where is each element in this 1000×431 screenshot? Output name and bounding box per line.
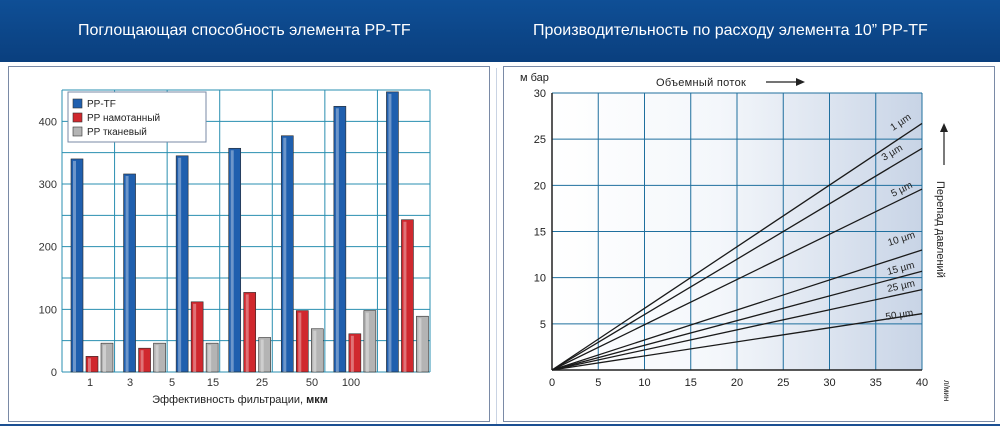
bar-highlight	[403, 221, 407, 372]
bar-highlight	[313, 330, 317, 372]
right-chart-title: Производительность по расходу элемента 1…	[533, 22, 928, 39]
x-axis-label: Эффективность фильтрации, мкм	[152, 394, 328, 406]
bar-pp-тканевый	[363, 310, 377, 373]
bar-pp-tf	[123, 173, 136, 373]
bar-pp-тканевый	[310, 328, 324, 373]
bar-pp-tf	[386, 91, 399, 373]
legend-label: PP намотанный	[87, 113, 160, 124]
bar-highlight	[140, 350, 144, 372]
x-axis-label-unit: мкм	[306, 394, 328, 406]
bar-highlight	[260, 339, 264, 372]
bar-highlight	[388, 93, 392, 372]
legend-swatch	[72, 112, 83, 123]
x-axis-label-main: Эффективность фильтрации,	[152, 394, 306, 406]
bar-pp-намотанный	[348, 333, 362, 373]
bar-pp-намотанный	[85, 356, 99, 373]
bottom-rule	[0, 424, 1000, 426]
bar-highlight	[208, 345, 212, 372]
bar-highlight	[178, 157, 182, 372]
bar-highlight	[230, 150, 234, 372]
bar-highlight	[283, 137, 287, 372]
legend-label: PP-TF	[87, 99, 116, 110]
x-tick-label: 1	[87, 377, 93, 389]
flow-chart-frame	[503, 66, 995, 422]
bar-highlight	[193, 303, 197, 372]
x-tick-label: 15	[207, 377, 219, 389]
y-tick-label: 300	[39, 179, 57, 191]
bar-highlight	[125, 175, 129, 372]
bar-pp-tf	[70, 158, 84, 373]
bar-highlight	[365, 312, 369, 372]
bar-highlight	[245, 294, 249, 372]
x-tick-label: 100	[342, 377, 360, 389]
bar-highlight	[418, 318, 422, 372]
left-chart-title: Поглощающая способность элемента PP-TF	[78, 22, 411, 39]
panel-divider	[496, 68, 497, 424]
bar-pp-тканевый	[205, 342, 219, 373]
bar-pp-намотанный	[401, 219, 414, 373]
x-tick-label: 5	[169, 377, 175, 389]
bar-pp-tf	[175, 155, 189, 373]
absorption-chart-frame	[8, 66, 490, 422]
bar-pp-тканевый	[100, 342, 114, 373]
bar-highlight	[103, 345, 106, 372]
legend-swatch	[72, 98, 83, 109]
legend: PP-TF PP намотанный PP тканевый	[67, 91, 207, 143]
bar-pp-намотанный	[190, 301, 204, 373]
y-tick-label: 100	[39, 304, 57, 316]
y-tick-label: 0	[51, 367, 57, 379]
bar-pp-tf	[280, 135, 294, 373]
y-tick-label: 400	[39, 116, 57, 128]
x-tick-label: 50	[306, 377, 318, 389]
legend-swatch	[72, 126, 83, 137]
legend-box	[67, 91, 207, 143]
bar-pp-tf	[333, 105, 347, 373]
bar-pp-намотанный	[295, 310, 309, 373]
bar-pp-тканевый	[416, 315, 429, 373]
header-banner: Поглощающая способность элемента PP-TF П…	[0, 0, 1000, 62]
bar-highlight	[350, 335, 354, 372]
bar-highlight	[73, 160, 76, 372]
bar-pp-тканевый	[153, 342, 166, 373]
y-tick-label: 200	[39, 242, 57, 254]
bar-highlight	[335, 108, 339, 372]
x-tick-label: 25	[256, 377, 268, 389]
bar-pp-намотанный	[243, 292, 257, 373]
absorption-bar-chart: 0 100 200 300 400 1 3 5 15 25 50 100 Эффективность ф…	[39, 89, 431, 406]
bar-pp-намотанный	[138, 347, 151, 373]
legend-label: PP тканевый	[87, 127, 147, 138]
bar-pp-тканевый	[258, 337, 272, 373]
bar-highlight	[88, 358, 91, 372]
x-tick-label: 3	[127, 377, 133, 389]
bar-highlight	[155, 345, 159, 372]
bar-highlight	[298, 312, 302, 372]
bar-pp-tf	[228, 147, 242, 373]
